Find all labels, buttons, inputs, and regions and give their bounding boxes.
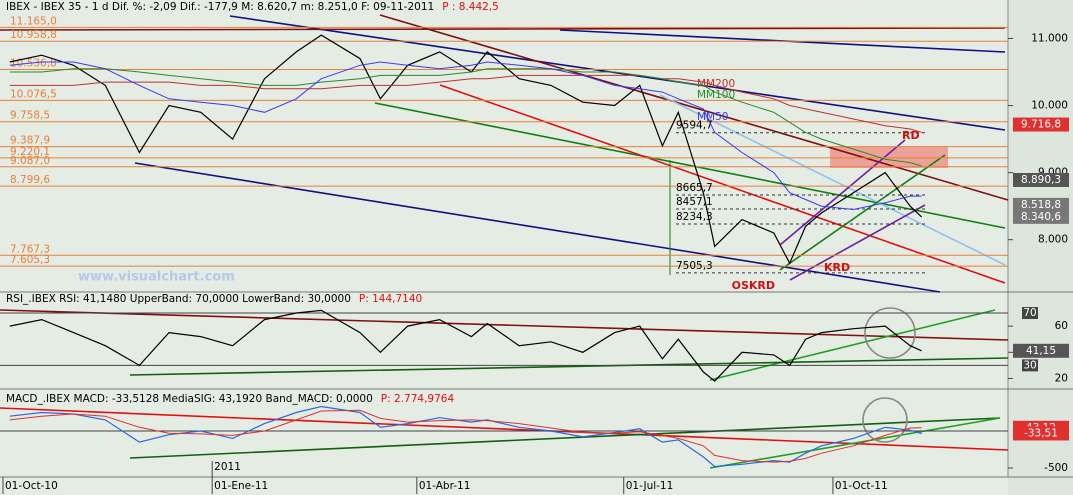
trend-line: [129, 357, 1009, 376]
trend-line: [379, 14, 1009, 201]
right-axis-area: [1008, 0, 1073, 495]
value-box: [1013, 117, 1069, 132]
x-tick-label: 01-Ene-11: [214, 480, 268, 492]
value-box: [1013, 343, 1069, 358]
series-name: MM50: [697, 111, 728, 123]
panel-title-extra: P: 144,7140: [359, 293, 422, 305]
y-tick-label: 20: [1055, 372, 1068, 384]
trend-lines: [0, 14, 1009, 469]
highlight-circle: [864, 307, 916, 359]
value-box: [1013, 197, 1069, 212]
level-label: 10.536,8: [10, 58, 57, 70]
value-label: 8.890,3: [1021, 174, 1061, 186]
highlight-circle: [862, 397, 908, 443]
trend-line: [0, 309, 1009, 341]
level-label: 10.958,8: [10, 29, 57, 41]
panel-title: MACD_.IBEX MACD: -33,5128 MediaSIG: 43,1…: [6, 393, 373, 405]
trend-line: [709, 417, 1001, 469]
series-line: [9, 409, 922, 463]
trend-line: [709, 309, 996, 381]
series-line: [9, 34, 923, 265]
value-label: 8.340,6: [1021, 211, 1061, 223]
x-tick-label: 01-Oct-11: [835, 480, 888, 492]
panel-title-extra: P : 8.442,5: [442, 1, 499, 13]
series-line: [9, 61, 922, 211]
trend-line: [374, 102, 1006, 229]
level-label: 10.076,5: [10, 88, 57, 100]
trend-line: [229, 15, 1006, 131]
trend-line: [779, 154, 946, 271]
note-label: 9594,7: [676, 120, 713, 132]
value-box: [1013, 209, 1069, 224]
year-tick-label: 2011: [214, 461, 241, 473]
y-tick-label: 10.000: [1031, 100, 1068, 112]
level-label: 8.799,6: [10, 174, 50, 186]
series-line: [9, 309, 922, 382]
trend-line: [129, 417, 1001, 459]
value-label: 41,15: [1026, 345, 1056, 357]
pattern-tag: OSKRD: [732, 279, 775, 292]
x-tick-label: 01-Oct-10: [5, 480, 58, 492]
value-box: [1013, 426, 1069, 441]
trend-line: [659, 94, 1006, 266]
value-box: [1013, 172, 1069, 187]
level-label: 11.165,0: [10, 15, 57, 27]
trend-line: [0, 27, 1006, 31]
series-name: MM100: [697, 89, 735, 101]
panel-title-extra: P: 2.774,9764: [381, 393, 455, 405]
band-label: 30: [1023, 359, 1036, 371]
note-label: 8234,3: [676, 211, 713, 223]
x-tick-label: 01-Jul-11: [626, 480, 674, 492]
level-label: 7.605,3: [10, 254, 50, 266]
y-tick-label: -500: [1044, 462, 1068, 474]
note-label: 8665,7: [676, 182, 713, 194]
watermark: www.visualchart.com: [78, 270, 235, 285]
trend-line: [789, 204, 926, 281]
value-label: -33,51: [1024, 427, 1058, 439]
series-line: [9, 405, 922, 468]
y-tick-label: 60: [1055, 320, 1068, 332]
level-label: 9.087,0: [10, 155, 50, 167]
trend-line: [0, 407, 1009, 451]
level-label: 9.387,9: [10, 135, 50, 147]
note-label: 8457,1: [676, 196, 713, 208]
band-label: 70: [1023, 307, 1036, 319]
panel-title: RSI_.IBEX RSI: 41,1480 UpperBand: 70,000…: [6, 293, 351, 305]
series-line: [9, 68, 922, 167]
band-box: [1022, 359, 1038, 372]
level-label: 9.758,5: [10, 110, 50, 122]
level-label: 7.767,3: [10, 243, 50, 255]
note-label: 7505,3: [676, 260, 713, 272]
y-tick-label: 8.000: [1038, 234, 1068, 246]
value-label: 8.518,8: [1021, 199, 1061, 211]
level-label: 9.220,1: [10, 146, 50, 158]
x-tick-label: 01-Abr-11: [419, 480, 471, 492]
series-line: [9, 74, 922, 133]
y-tick-label: 11.000: [1031, 32, 1068, 44]
band-box: [1022, 307, 1038, 320]
value-label: 9.716,8: [1021, 119, 1061, 131]
trend-line: [439, 84, 1006, 284]
panel-title: IBEX - IBEX 35 - 1 d Dif. %: -2,09 Dif.:…: [6, 1, 434, 13]
pattern-tag: KRD: [824, 261, 850, 274]
pattern-tag: RD: [902, 129, 920, 142]
